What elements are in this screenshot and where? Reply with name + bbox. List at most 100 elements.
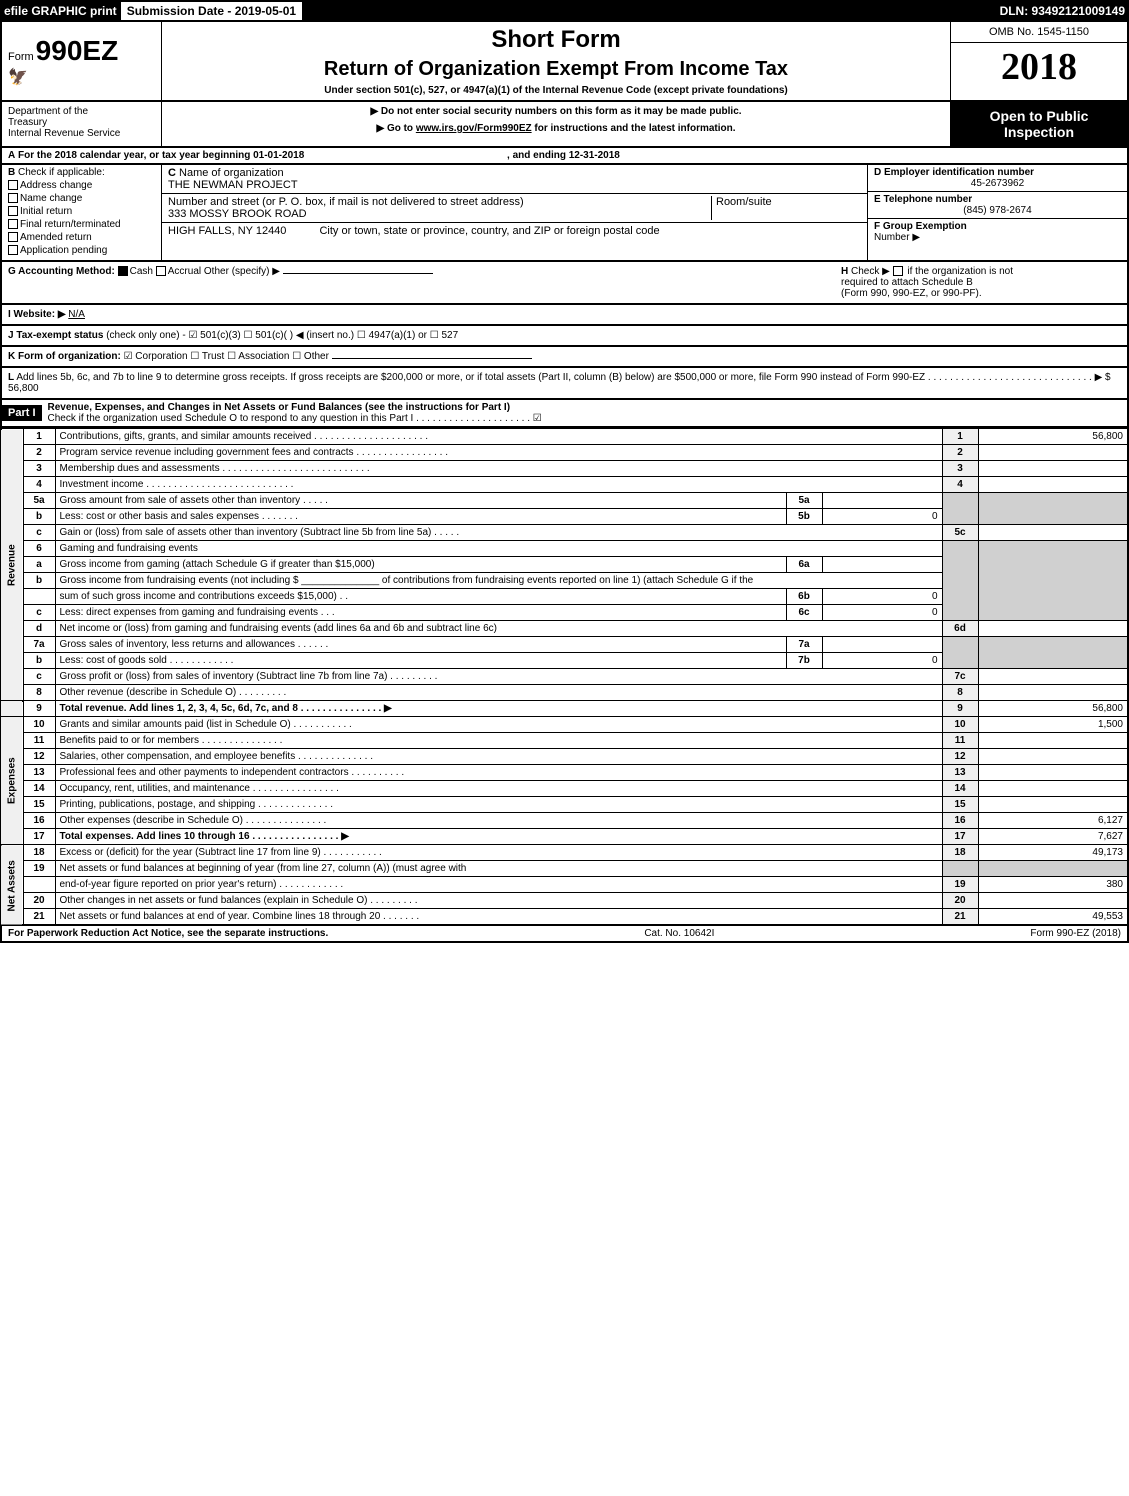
i-label: I Website: ▶: [8, 309, 66, 320]
shaded-7ab-val: [978, 637, 1128, 669]
amended-return-label: Amended return: [20, 232, 92, 243]
initial-return-checkbox[interactable]: [8, 206, 18, 216]
part1-check-text: Check if the organization used Schedule …: [48, 413, 542, 424]
line-5c-desc: Gain or (loss) from sale of assets other…: [55, 525, 942, 541]
line-17-desc: Total expenses. Add lines 10 through 16 …: [55, 829, 942, 845]
line-5b-subval: 0: [822, 509, 942, 525]
line-7a-sub: 7a: [786, 637, 822, 653]
dept-line3: Internal Revenue Service: [8, 128, 155, 139]
line-8-box: 8: [942, 685, 978, 701]
final-return-checkbox[interactable]: [8, 219, 18, 229]
under-section-text: Under section 501(c), 527, or 4947(a)(1)…: [170, 85, 942, 96]
line-5a-desc: Gross amount from sale of assets other t…: [55, 493, 786, 509]
line-12-val: [978, 749, 1128, 765]
efile-label: efile GRAPHIC print: [4, 4, 117, 18]
final-return-label: Final return/terminated: [20, 219, 121, 230]
phone: (845) 978-2674: [874, 205, 1121, 216]
irs-eagle-icon: 🦅: [8, 67, 155, 87]
ein: 45-2673962: [874, 178, 1121, 189]
line-7b-subval: 0: [822, 653, 942, 669]
part1-table: Revenue 1 Contributions, gifts, grants, …: [0, 428, 1129, 926]
line-7b-num: b: [23, 653, 55, 669]
shaded-5ab-val: [978, 493, 1128, 525]
line-7c-num: c: [23, 669, 55, 685]
line-16-box: 16: [942, 813, 978, 829]
line-6a-desc: Gross income from gaming (attach Schedul…: [55, 557, 786, 573]
line-7a-num: 7a: [23, 637, 55, 653]
line-15-box: 15: [942, 797, 978, 813]
part1-header-row: Part I Revenue, Expenses, and Changes in…: [0, 400, 1129, 428]
line-20-box: 20: [942, 893, 978, 909]
irs-url[interactable]: www.irs.gov/Form990EZ: [416, 123, 532, 134]
line-6a-subval: [822, 557, 942, 573]
line-6c-num: c: [23, 605, 55, 621]
line-3-desc: Membership dues and assessments . . . . …: [55, 461, 942, 477]
street: 333 MOSSY BROOK ROAD: [168, 208, 711, 220]
line-13-box: 13: [942, 765, 978, 781]
line-19-desc: Net assets or fund balances at beginning…: [55, 861, 942, 877]
h-text4: (Form 990, 990-EZ, or 990-PF).: [841, 288, 982, 299]
line-6d-num: d: [23, 621, 55, 637]
line-8-desc: Other revenue (describe in Schedule O) .…: [55, 685, 942, 701]
line-1-num: 1: [23, 429, 55, 445]
revenue-side-end: [1, 701, 23, 717]
line-5c-num: c: [23, 525, 55, 541]
line-4-num: 4: [23, 477, 55, 493]
d-label: D Employer identification number: [874, 167, 1121, 178]
line-5b-sub: 5b: [786, 509, 822, 525]
other-specify-input[interactable]: [283, 273, 433, 274]
line-15-desc: Printing, publications, postage, and shi…: [55, 797, 942, 813]
h-label: H: [841, 266, 848, 277]
address-change-checkbox[interactable]: [8, 180, 18, 190]
address-change-label: Address change: [20, 180, 92, 191]
line-21-val: 49,553: [978, 909, 1128, 926]
line-6b-desc: Gross income from fundraising events (no…: [55, 573, 942, 589]
line-6b2-desc: sum of such gross income and contributio…: [55, 589, 786, 605]
name-change-checkbox[interactable]: [8, 193, 18, 203]
line-8-val: [978, 685, 1128, 701]
submission-date: Submission Date - 2019-05-01: [121, 2, 302, 20]
line-7b-sub: 7b: [786, 653, 822, 669]
line-2-num: 2: [23, 445, 55, 461]
identity-block: B Check if applicable: Address change Na…: [0, 165, 1129, 262]
line-3-val: [978, 461, 1128, 477]
section-a-tax-year: A For the 2018 calendar year, or tax yea…: [0, 148, 1129, 165]
line-19b-desc: end-of-year figure reported on prior yea…: [55, 877, 942, 893]
paperwork-notice: For Paperwork Reduction Act Notice, see …: [8, 928, 328, 939]
j-text: (check only one) - ☑ 501(c)(3) ☐ 501(c)(…: [106, 330, 458, 341]
line-6b2-sub: 6b: [786, 589, 822, 605]
h-text2: if the organization is not: [907, 266, 1013, 277]
app-pending-checkbox[interactable]: [8, 245, 18, 255]
shaded-19-val: [978, 861, 1128, 877]
line-17-val: 7,627: [978, 829, 1128, 845]
form-number: 990EZ: [36, 35, 119, 67]
amended-return-checkbox[interactable]: [8, 232, 18, 242]
shaded-7ab: [942, 637, 978, 669]
k-other-input[interactable]: [332, 358, 532, 359]
line-5c-val: [978, 525, 1128, 541]
j-row: J Tax-exempt status (check only one) - ☑…: [0, 326, 1129, 347]
shaded-6: [942, 541, 978, 621]
h-checkbox[interactable]: [893, 266, 903, 276]
cash-label: Cash: [130, 266, 153, 277]
h-text1: Check ▶: [851, 266, 890, 277]
form-footer: Form 990-EZ (2018): [1030, 928, 1121, 939]
line-7c-box: 7c: [942, 669, 978, 685]
line-5a-subval: [822, 493, 942, 509]
line-14-num: 14: [23, 781, 55, 797]
cash-checkbox[interactable]: [118, 266, 128, 276]
line-1-desc: Contributions, gifts, grants, and simila…: [55, 429, 942, 445]
f-label2: Number ▶: [874, 232, 1121, 243]
line-10-box: 10: [942, 717, 978, 733]
public-warning: ▶ Do not enter social security numbers o…: [170, 106, 942, 117]
line-3-box: 3: [942, 461, 978, 477]
line-6c-desc: Less: direct expenses from gaming and fu…: [55, 605, 786, 621]
l-row: L Add lines 5b, 6c, and 7b to line 9 to …: [0, 368, 1129, 400]
line-3-num: 3: [23, 461, 55, 477]
dept-line2: Treasury: [8, 117, 155, 128]
line-6d-box: 6d: [942, 621, 978, 637]
accrual-checkbox[interactable]: [156, 266, 166, 276]
line-21-num: 21: [23, 909, 55, 926]
b-label: B: [8, 167, 15, 178]
e-label: E Telephone number: [874, 194, 1121, 205]
